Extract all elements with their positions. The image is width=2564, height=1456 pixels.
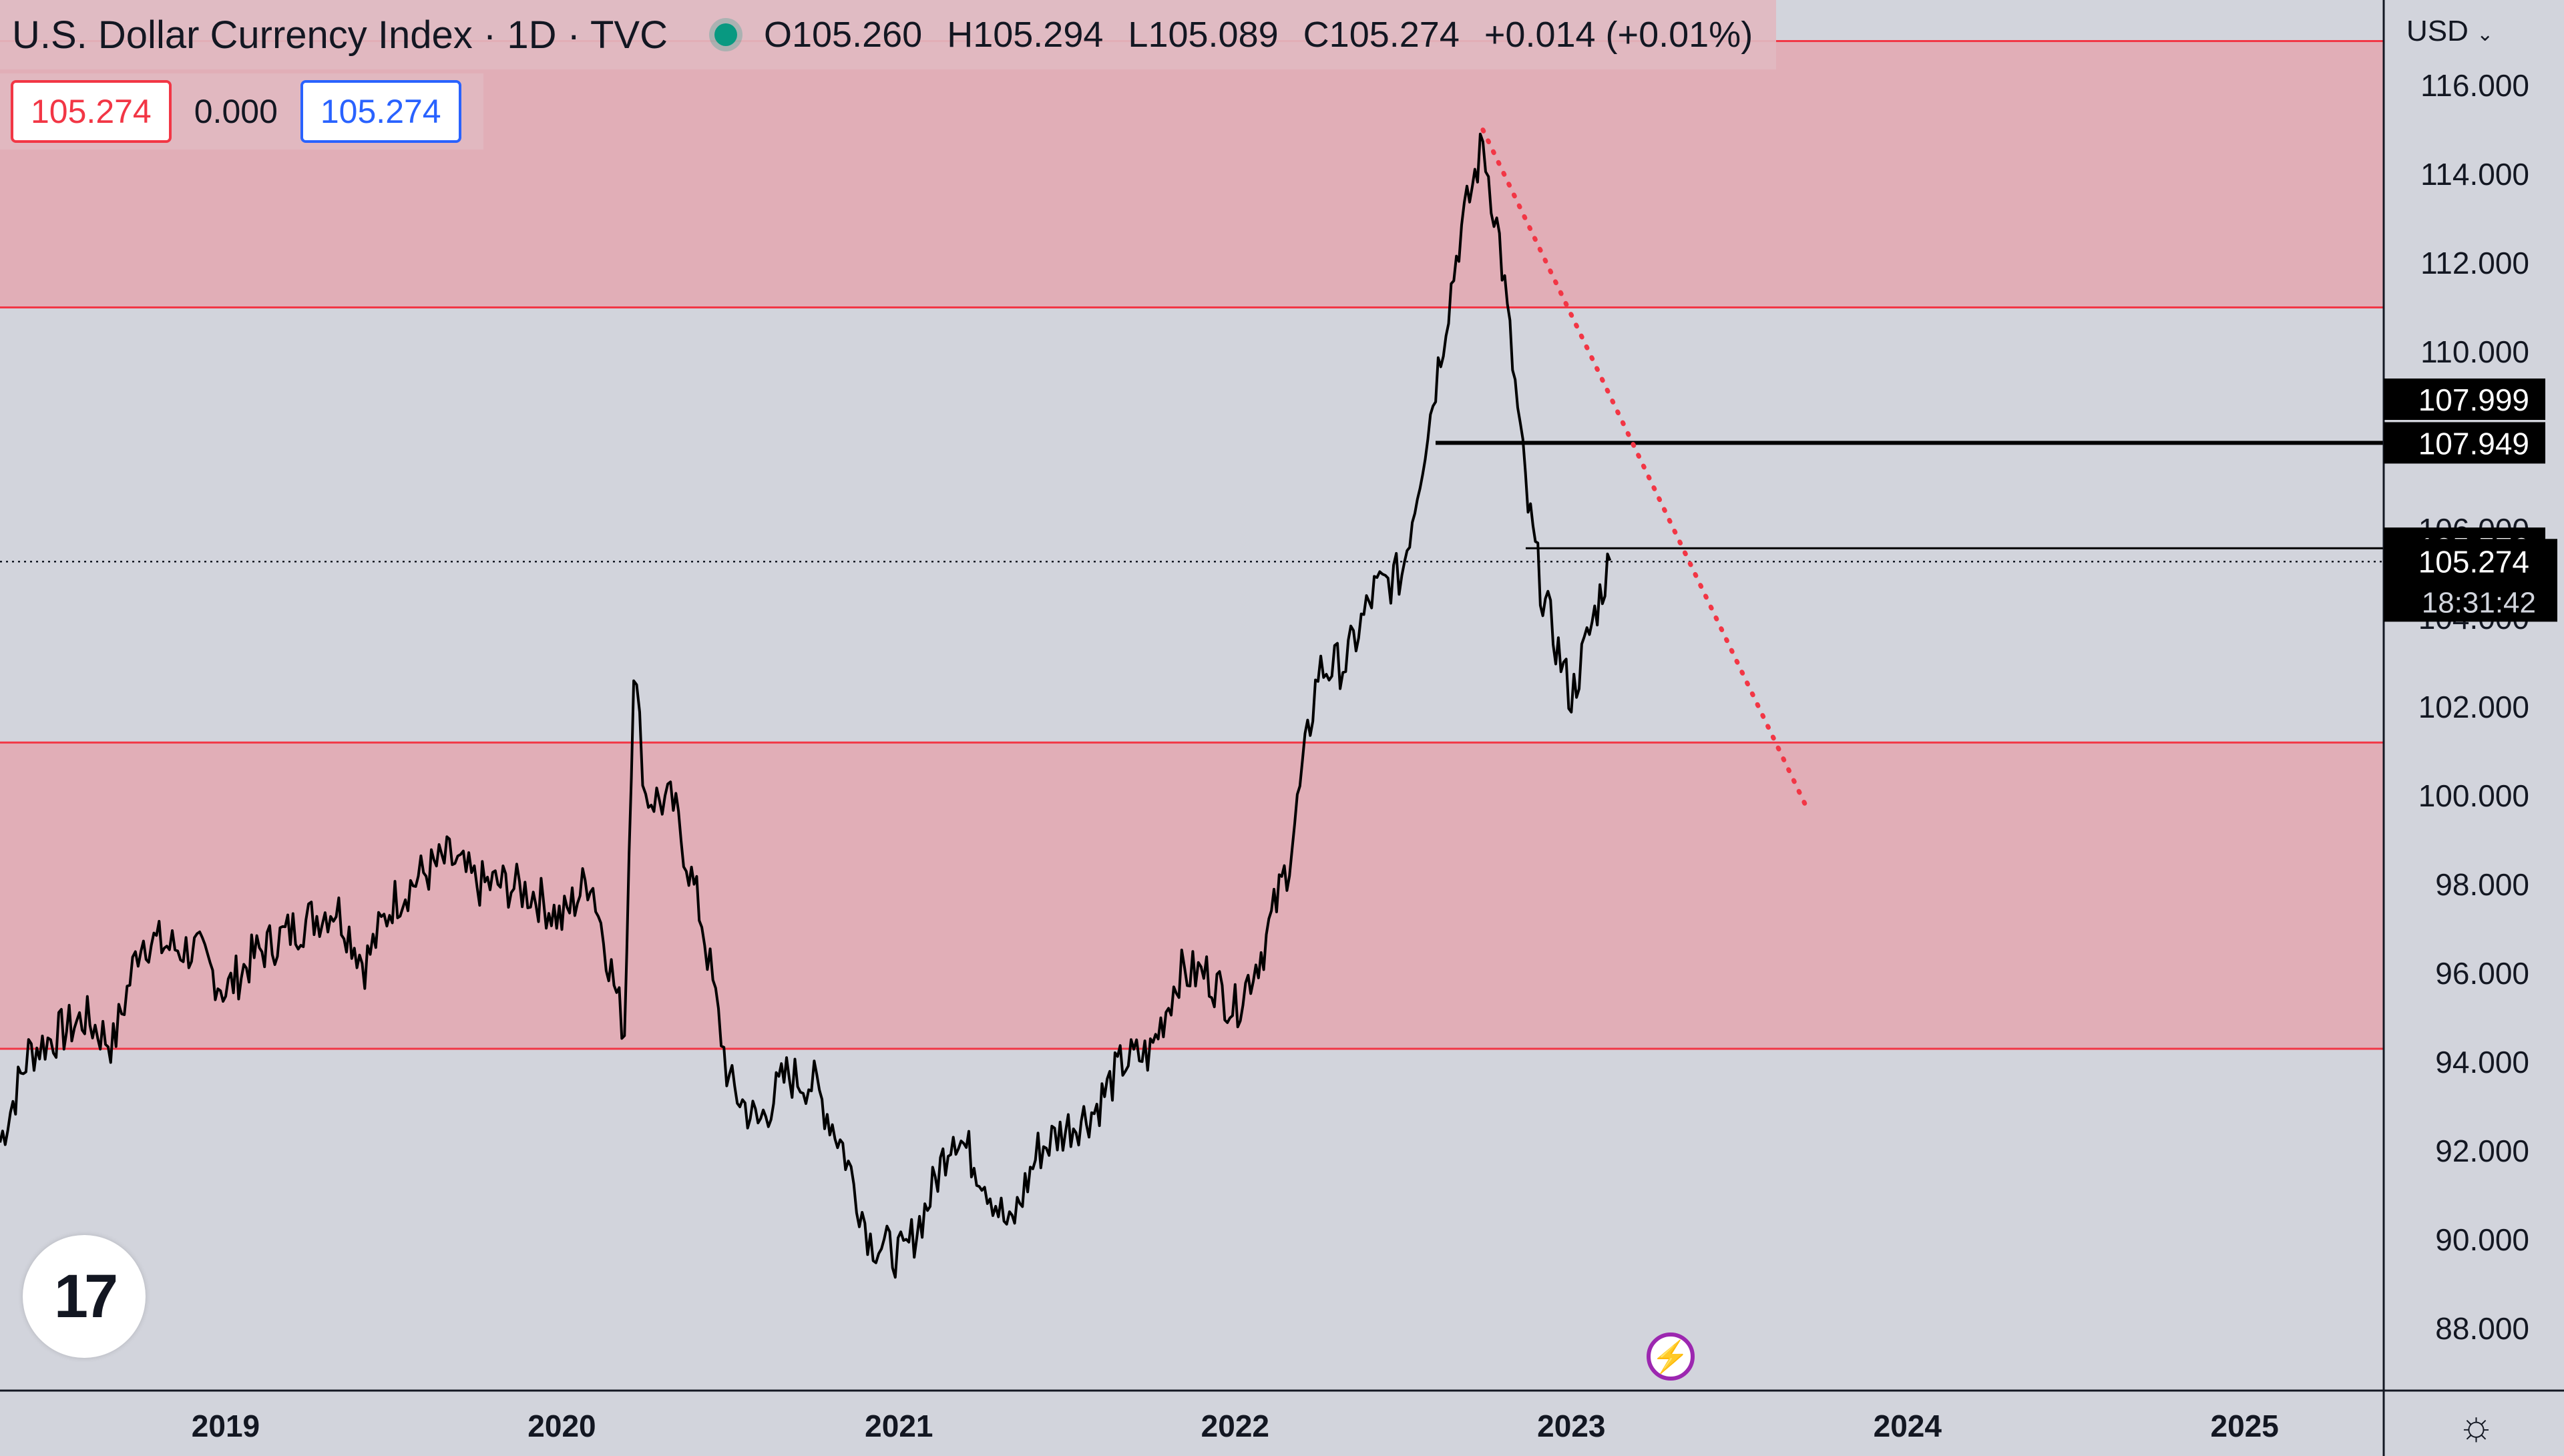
ohlc-values: O105.260 H105.294 L105.089 C105.274 +0.0… xyxy=(764,14,1767,55)
countdown-label: 18:31:42 xyxy=(2422,586,2536,619)
gear-icon[interactable]: ☼ xyxy=(2457,1403,2495,1449)
last-price-tag xyxy=(2384,539,2557,622)
symbol-header[interactable]: U.S. Dollar Currency Index · 1D · TVC O1… xyxy=(0,0,1776,69)
y-tick-label: 90.000 xyxy=(2435,1222,2529,1257)
close-value: C105.274 xyxy=(1303,15,1460,55)
axis-price-tag xyxy=(2384,379,2545,420)
x-tick-label: 2020 xyxy=(527,1409,596,1443)
chevron-down-icon[interactable]: ⌄ xyxy=(2477,23,2494,45)
y-tick-label: 94.000 xyxy=(2435,1045,2529,1079)
last-price-tag-label: 105.274 xyxy=(2418,544,2529,579)
price-axis-bg xyxy=(2384,0,2564,1456)
y-tick-label: 96.000 xyxy=(2435,956,2529,991)
x-tick-label: 2021 xyxy=(865,1409,933,1443)
axis-price-tag xyxy=(2384,422,2545,464)
axis-price-tag-label: 107.999 xyxy=(2418,383,2529,417)
y-tick-label: 112.000 xyxy=(2420,246,2529,280)
x-tick-label: 2024 xyxy=(1874,1409,1942,1443)
buy-price-button[interactable]: 105.274 xyxy=(300,80,461,143)
x-tick-label: 2023 xyxy=(1537,1409,1605,1443)
x-tick-label: 2022 xyxy=(1201,1409,1269,1443)
trendline xyxy=(1480,128,1808,807)
y-tick-label: 98.000 xyxy=(2435,867,2529,902)
high-value: H105.294 xyxy=(947,15,1104,55)
y-tick-label: 100.000 xyxy=(2418,778,2529,813)
trendline-layer xyxy=(1480,128,1808,807)
x-tick-label: 2019 xyxy=(192,1409,260,1443)
lightning-icon[interactable]: ⚡ xyxy=(1647,1332,1695,1381)
x-tick-label: 2025 xyxy=(2211,1409,2279,1443)
series-layer xyxy=(0,132,1612,1279)
change-value: +0.014 (+0.01%) xyxy=(1484,15,1753,55)
y-tick-label: 102.000 xyxy=(2418,690,2529,724)
tradingview-logo[interactable]: 17 xyxy=(23,1235,146,1358)
y-tick-label: 92.000 xyxy=(2435,1134,2529,1168)
zone-rect xyxy=(0,742,2384,1049)
y-tick-label: 116.000 xyxy=(2420,68,2529,103)
spread-value: 0.000 xyxy=(194,93,278,130)
levels-layer xyxy=(0,441,2384,563)
symbol-title[interactable]: U.S. Dollar Currency Index · 1D · TVC xyxy=(12,13,668,57)
currency-label[interactable]: USD xyxy=(2406,15,2469,47)
axis-price-tag-label: 107.949 xyxy=(2418,426,2529,461)
open-value: O105.260 xyxy=(763,15,923,55)
price-series-line xyxy=(0,132,1612,1279)
quote-row: 105.274 0.000 105.274 xyxy=(0,73,483,150)
sell-price-button[interactable]: 105.274 xyxy=(11,80,172,143)
y-tick-label: 88.000 xyxy=(2435,1311,2529,1346)
market-status-icon xyxy=(714,23,737,46)
currency-dropdown[interactable]: USD ⌄ xyxy=(2406,15,2493,48)
zones-layer xyxy=(0,40,2384,1050)
y-tick-label: 110.000 xyxy=(2420,334,2529,369)
y-tick-label: 114.000 xyxy=(2420,157,2529,192)
low-value: L105.089 xyxy=(1128,15,1279,55)
